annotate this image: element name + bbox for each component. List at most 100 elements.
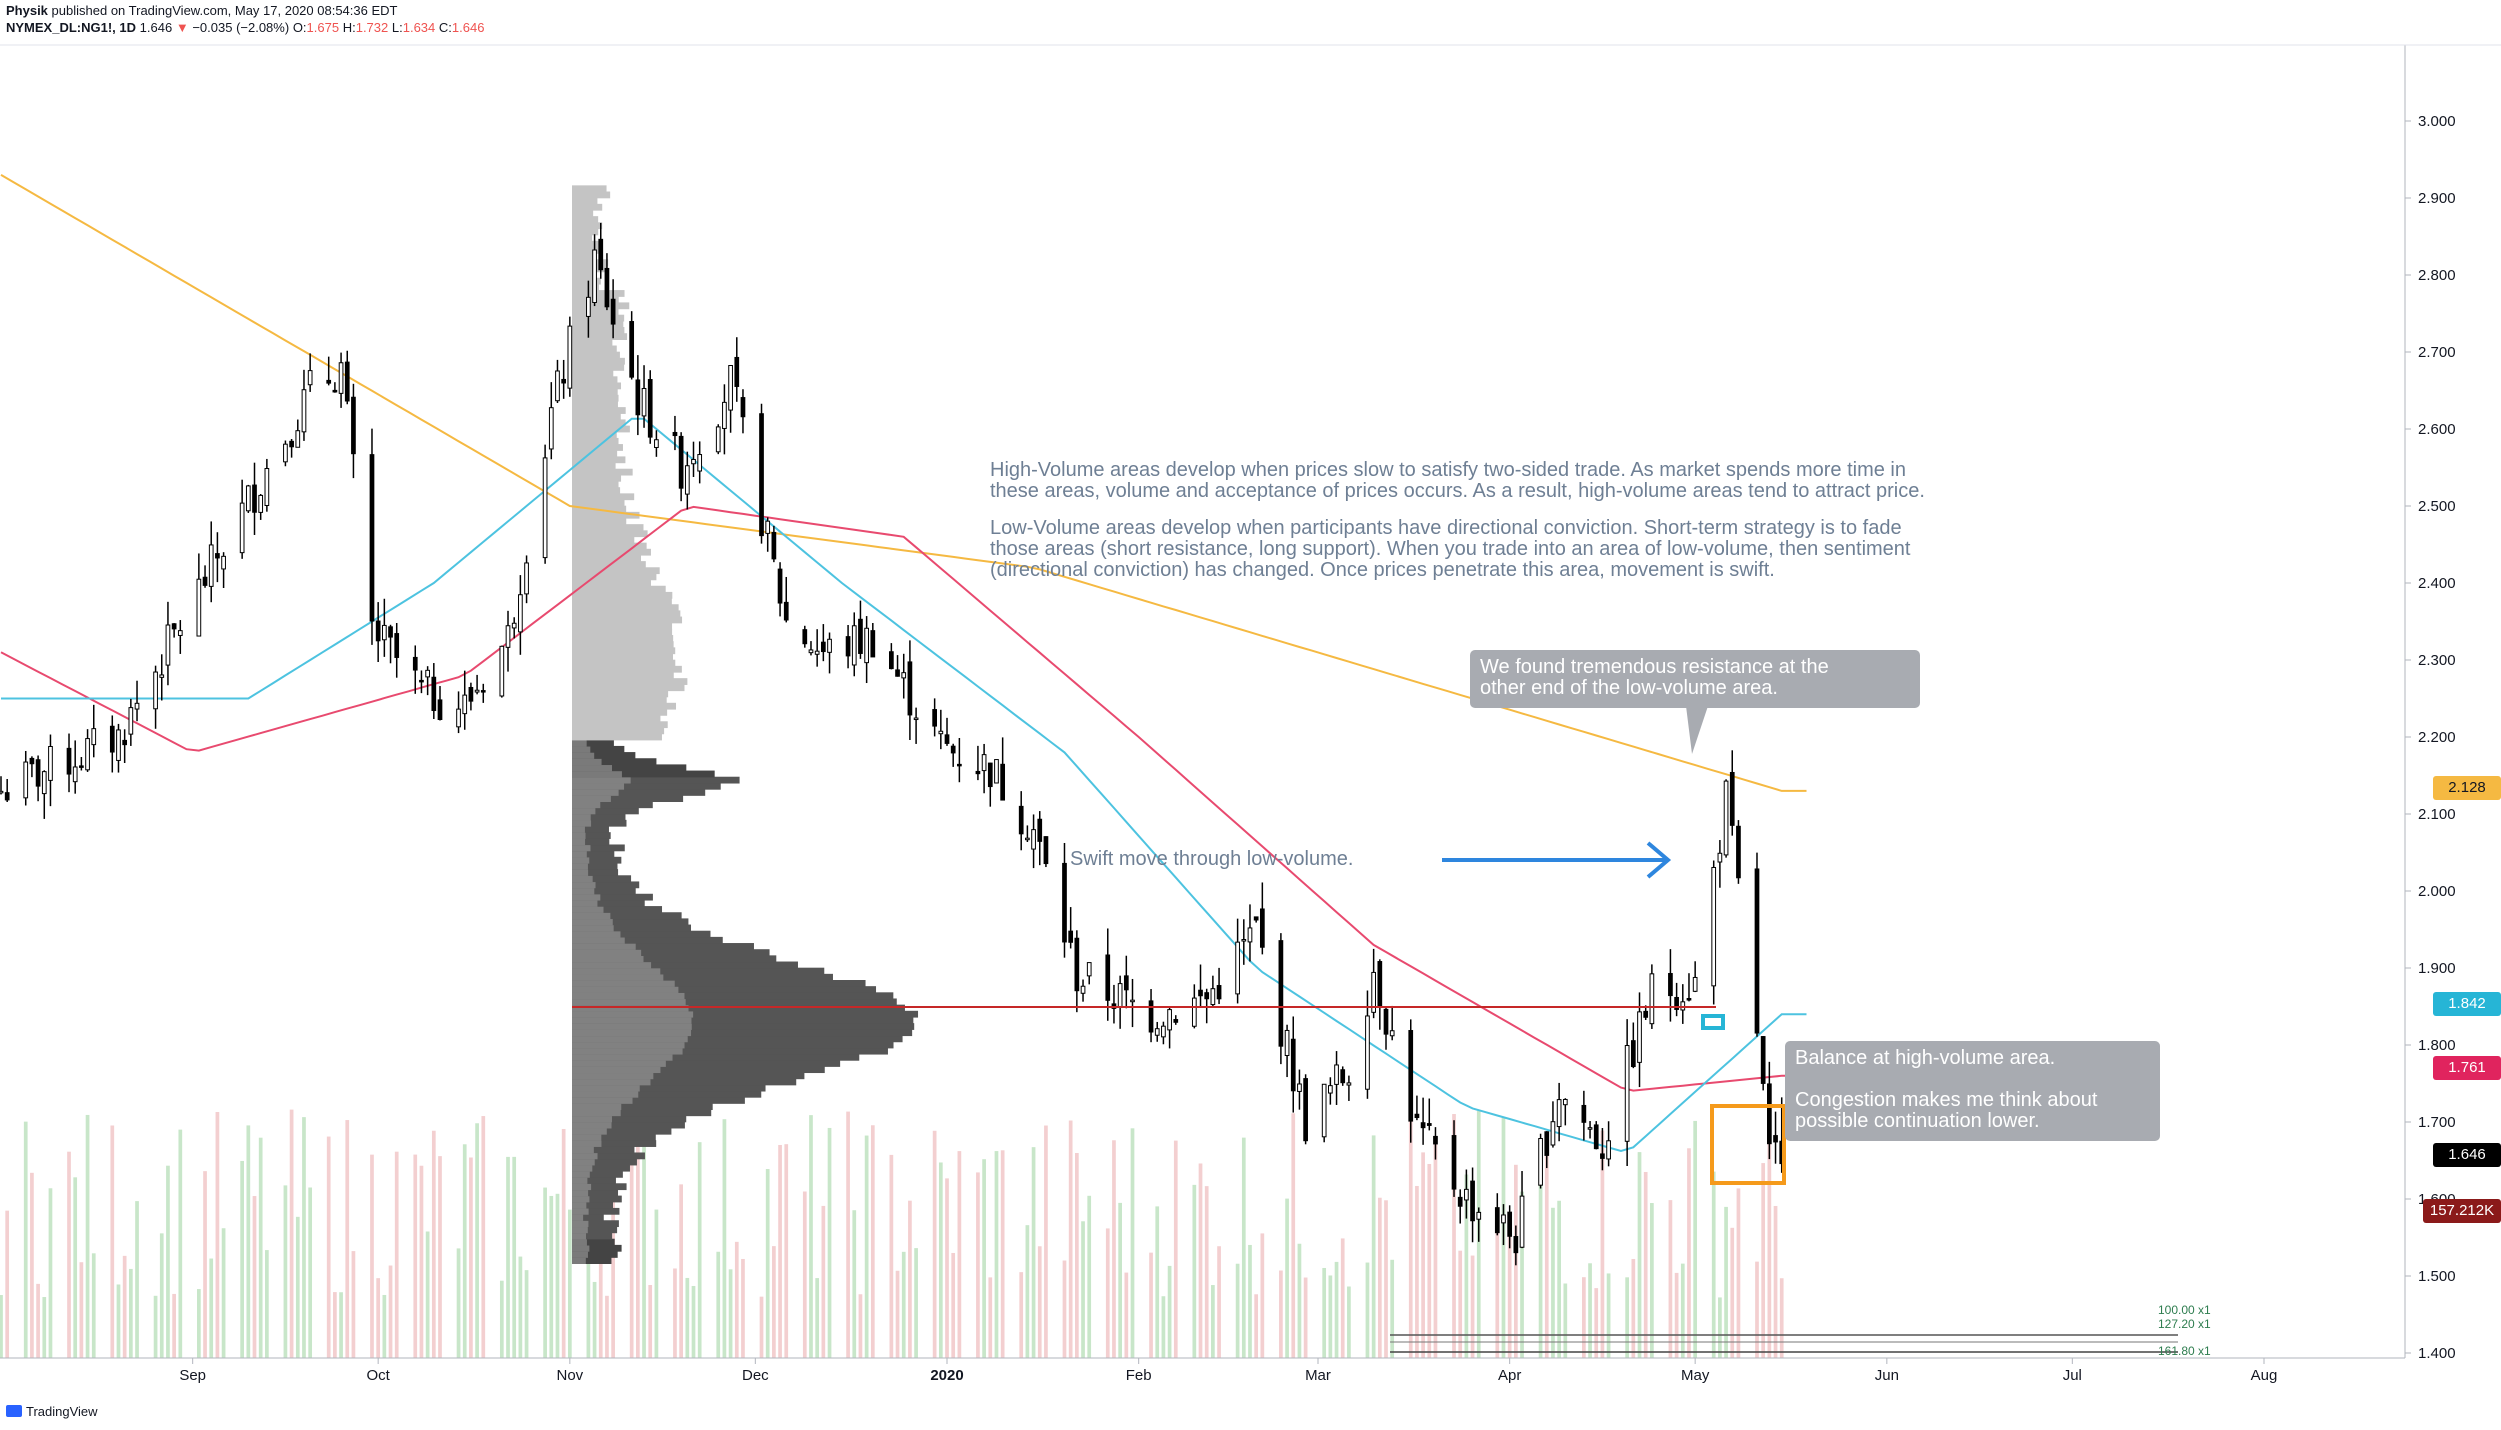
candle-body	[1303, 1078, 1308, 1142]
volume-bar	[697, 1142, 702, 1358]
profile-bar-value-area	[572, 899, 598, 907]
profile-bar	[572, 832, 611, 839]
profile-bar	[572, 1041, 894, 1049]
high-volume-note[interactable]: High-Volume areas develop when prices sl…	[990, 459, 1925, 502]
profile-bar	[572, 591, 673, 599]
profile-bar	[572, 191, 611, 199]
profile-bar-value-area	[572, 1189, 589, 1197]
candle-body	[1544, 1131, 1550, 1156]
symbol-name[interactable]: NYMEX_DL:NG1!, 1D	[6, 20, 137, 35]
profile-bar	[572, 1195, 622, 1203]
volume-bar	[481, 1116, 486, 1358]
candle-body	[1154, 1028, 1160, 1036]
candle-body	[1470, 1180, 1475, 1222]
profile-bar	[572, 234, 593, 242]
volume-bar	[1279, 1270, 1283, 1358]
publish-info: Physik published on TradingView.com, May…	[6, 3, 397, 18]
candle-body	[728, 365, 733, 411]
profile-bar	[572, 826, 609, 833]
profile-bar	[572, 980, 866, 987]
volume-bar	[79, 1262, 84, 1358]
profile-bar-value-area	[572, 850, 587, 858]
candle-body	[480, 690, 486, 693]
candle-body	[1068, 930, 1074, 943]
profile-bar-value-area	[572, 813, 591, 821]
candle-body	[1674, 996, 1679, 1010]
x-tick-label: Apr	[1498, 1367, 1521, 1384]
profile-bar	[572, 364, 625, 371]
profile-bar	[572, 413, 621, 421]
volume-bar	[1600, 1130, 1605, 1358]
balance-callout[interactable]: Balance at high-volume area. Congestion …	[1785, 1041, 2160, 1141]
open-label: O:	[292, 20, 307, 35]
candle-body	[1538, 1138, 1543, 1186]
resistance-callout[interactable]: We found tremendous resistance at the ot…	[1470, 650, 1920, 708]
profile-bar	[572, 462, 616, 470]
volume-bar	[302, 1117, 306, 1358]
x-tick-label: Oct	[366, 1367, 390, 1384]
profile-bar-value-area	[572, 992, 685, 1000]
volume-bar	[240, 1160, 244, 1358]
volume-bar	[1544, 1152, 1549, 1358]
volume-bar	[994, 1151, 999, 1358]
profile-bar	[572, 1060, 841, 1067]
profile-bar	[572, 1016, 914, 1024]
candle-body	[79, 765, 84, 768]
candle-body	[635, 379, 641, 416]
publisher-name[interactable]: Physik	[6, 3, 48, 18]
profile-bar-value-area	[572, 986, 679, 993]
swift-move-note[interactable]: Swift move through low-volume.	[1070, 848, 1354, 870]
candle-body	[1433, 1135, 1438, 1145]
volume-bar	[1693, 1120, 1698, 1358]
volume-bar	[1458, 1250, 1463, 1358]
volume-bar	[283, 1185, 288, 1358]
profile-bar	[572, 210, 594, 217]
profile-bar-value-area	[572, 1251, 588, 1258]
volume-bar	[908, 1200, 912, 1358]
time-axis[interactable]: Sep Oct Nov Dec 2020 Feb Mar Apr May Jun Jul Aug	[0, 1357, 2405, 1384]
profile-bar	[572, 973, 833, 981]
profile-bar	[572, 659, 676, 667]
volume-bar	[116, 1284, 121, 1358]
profile-bar	[572, 616, 683, 624]
candle-body	[641, 387, 647, 417]
volume-bar	[456, 1248, 461, 1358]
profile-bar	[572, 1146, 635, 1154]
volume-bar	[1415, 1185, 1419, 1358]
candle-body	[264, 468, 270, 506]
candle-body	[1148, 1000, 1154, 1033]
y-tick-label: 2.400	[2418, 575, 2456, 592]
volume-bar	[1347, 1286, 1351, 1358]
tradingview-logo[interactable]: TradingView	[6, 1404, 98, 1419]
volume-bar	[1248, 1244, 1252, 1358]
profile-bar	[572, 1004, 905, 1012]
profile-bar	[572, 733, 662, 741]
volume-bar	[1421, 1152, 1425, 1358]
candle-body	[0, 790, 4, 794]
profile-bar	[572, 253, 593, 260]
profile-bar	[572, 862, 618, 870]
profile-bar-value-area	[572, 1053, 673, 1061]
profile-bar	[572, 998, 897, 1006]
profile-bar	[572, 450, 618, 458]
volume-bar	[1340, 1238, 1345, 1358]
candle-body	[1754, 868, 1760, 1034]
candle-body	[499, 645, 505, 697]
profile-bar	[572, 1158, 637, 1166]
y-tick-label: 1.400	[2418, 1345, 2456, 1362]
candle-body	[1606, 1140, 1611, 1160]
volume-bar	[809, 1115, 813, 1358]
y-tick-label: 2.800	[2418, 267, 2456, 284]
fib-label-100: 100.00 x1	[2158, 1303, 2211, 1317]
y-tick-label: 1.700	[2418, 1114, 2456, 1131]
profile-bar-value-area	[572, 1146, 594, 1154]
candle-body	[41, 771, 47, 795]
low-volume-note[interactable]: Low-Volume areas develop when participan…	[990, 517, 1911, 581]
volume-bar	[741, 1258, 745, 1358]
volume-bar	[870, 1125, 875, 1358]
profile-bar-value-area	[572, 862, 588, 870]
profile-bar	[572, 1207, 620, 1215]
volume-bar	[48, 1188, 53, 1358]
x-tick-label: Feb	[1126, 1367, 1152, 1384]
